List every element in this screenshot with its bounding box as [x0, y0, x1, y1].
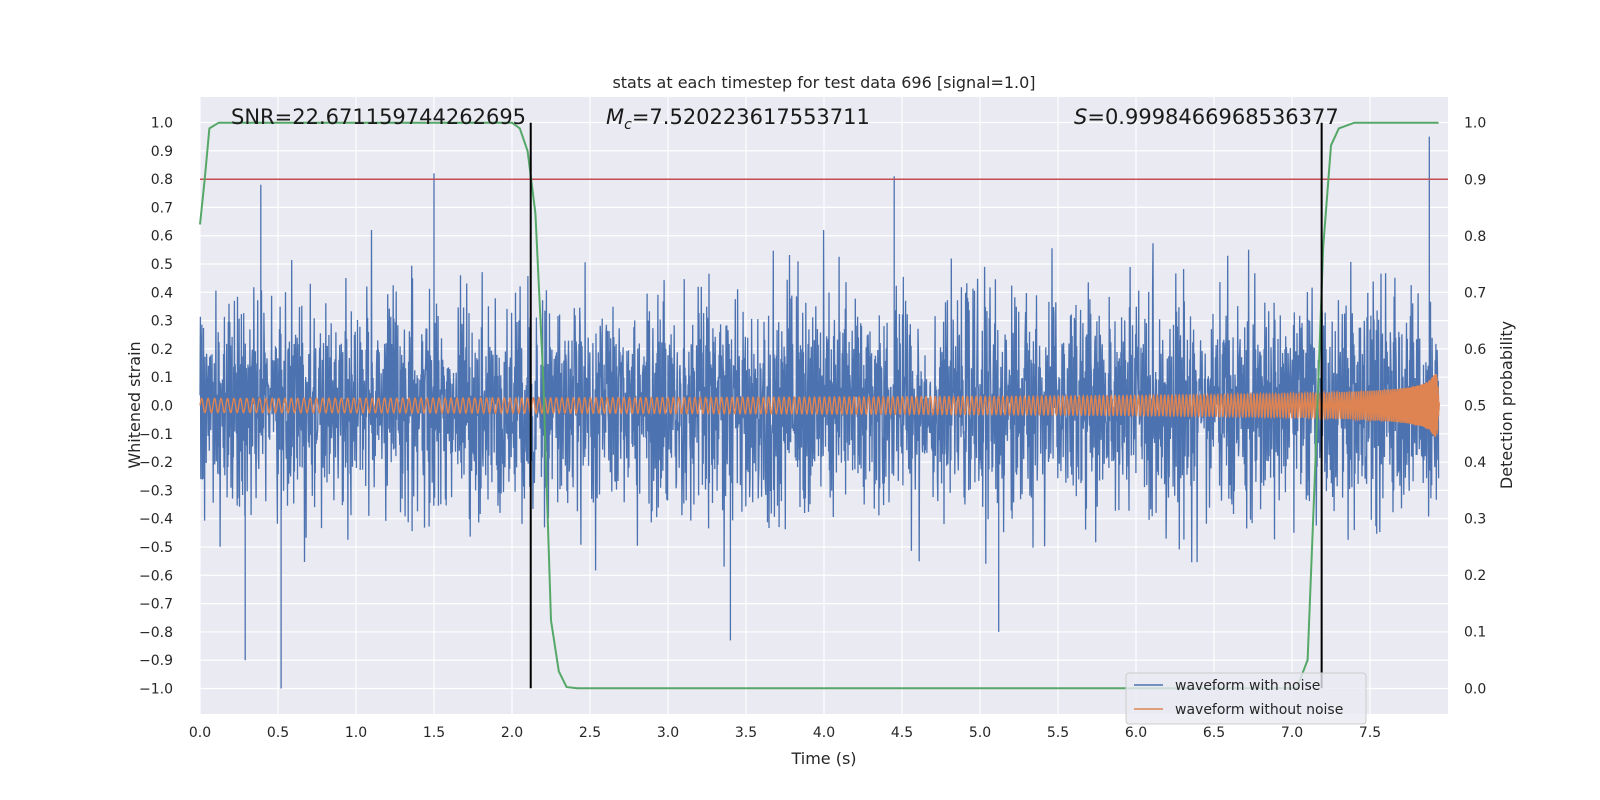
- legend-label-without-noise: waveform without noise: [1175, 702, 1343, 718]
- mc-value: =7.520223617553711: [632, 105, 870, 129]
- right-y-tick-label: 0.0: [1464, 681, 1486, 697]
- mc-subscript: c: [624, 117, 632, 133]
- chirp-mass-annotation: Mc=7.520223617553711: [606, 105, 870, 133]
- right-y-tick-labels: 1.0 0.9 0.8 0.7 0.6 0.5 0.4 0.3 0.2 0.1 0.0: [1464, 116, 1486, 698]
- left-y-tick-label: 0.7: [151, 200, 173, 216]
- s-symbol: S: [1074, 105, 1087, 129]
- left-y-tick-label: −0.1: [139, 427, 173, 443]
- right-y-tick-label: 0.8: [1464, 229, 1486, 245]
- left-y-tick-label: −0.2: [139, 455, 173, 471]
- right-y-tick-label: 0.6: [1464, 342, 1486, 358]
- left-y-axis-label: Whitened strain: [125, 341, 144, 468]
- chart-title: stats at each timestep for test data 696…: [612, 73, 1035, 92]
- left-y-tick-label: −0.7: [139, 597, 173, 613]
- left-y-tick-label: −0.6: [139, 568, 173, 584]
- legend: waveform with noise waveform without noi…: [1125, 672, 1367, 725]
- left-y-tick-label: 0.1: [151, 370, 173, 386]
- left-y-tick-label: −0.8: [139, 625, 173, 641]
- left-y-tick-label: 0.8: [151, 172, 173, 188]
- x-tick-label: 4.5: [891, 725, 913, 741]
- left-y-tick-label: −1.0: [139, 682, 173, 698]
- left-y-tick-label: 0.6: [151, 229, 173, 245]
- x-tick-label: 0.0: [189, 725, 211, 741]
- x-tick-label: 0.5: [267, 725, 289, 741]
- left-y-tick-label: 0.2: [151, 342, 173, 358]
- left-y-tick-label: −0.9: [139, 653, 173, 669]
- x-tick-label: 2.0: [501, 725, 523, 741]
- x-tick-label: 6.5: [1203, 725, 1225, 741]
- right-y-tick-label: 0.9: [1464, 172, 1486, 188]
- legend-box: [1125, 672, 1367, 725]
- x-tick-label: 1.5: [423, 725, 445, 741]
- series-waveform-with-noise: [199, 136, 1440, 689]
- x-tick-label: 6.0: [1125, 725, 1147, 741]
- left-y-tick-label: 0.9: [151, 144, 173, 160]
- legend-label-with-noise: waveform with noise: [1175, 678, 1320, 694]
- x-axis-label: Time (s): [790, 749, 856, 768]
- right-y-tick-label: 0.1: [1464, 625, 1486, 641]
- x-tick-label: 7.5: [1359, 725, 1381, 741]
- snr-annotation: SNR=22.671159744262695: [231, 105, 526, 129]
- x-tick-label: 2.5: [579, 725, 601, 741]
- right-y-tick-label: 0.5: [1464, 399, 1486, 415]
- score-annotation: S=0.9998466968536377: [1074, 105, 1339, 129]
- left-y-tick-label: 1.0: [151, 115, 173, 131]
- x-tick-label: 3.0: [657, 725, 679, 741]
- s-value: =0.9998466968536377: [1087, 105, 1338, 129]
- series-detection-probability: [199, 121, 1439, 690]
- x-tick-label: 3.5: [735, 725, 757, 741]
- left-y-tick-label: 0.0: [151, 399, 173, 415]
- right-y-tick-label: 1.0: [1464, 116, 1486, 132]
- right-y-tick-label: 0.4: [1464, 455, 1486, 471]
- left-y-tick-labels: 1.0 0.9 0.8 0.7 0.6 0.5 0.4 0.3 0.2 0.1 0.0 −0.1 −0.…: [139, 115, 173, 697]
- series-waveform-without-noise: [199, 373, 1441, 438]
- left-y-tick-label: −0.3: [139, 483, 173, 499]
- x-tick-labels: 0.0 0.5 1.0 1.5 2.0 2.5 3.0 3.5 4.0 4.5 5.0 5.5 6.0 6…: [189, 725, 1381, 741]
- left-y-tick-label: 0.5: [151, 257, 173, 273]
- x-tick-label: 5.0: [969, 725, 991, 741]
- mc-symbol: M: [606, 105, 624, 129]
- right-y-tick-label: 0.3: [1464, 512, 1486, 528]
- x-tick-label: 7.0: [1281, 725, 1303, 741]
- left-y-tick-label: 0.4: [151, 285, 173, 301]
- left-y-tick-label: −0.5: [139, 540, 173, 556]
- left-y-tick-label: −0.4: [139, 512, 173, 528]
- x-tick-label: 1.0: [345, 725, 367, 741]
- x-tick-label: 5.5: [1047, 725, 1069, 741]
- right-y-tick-label: 0.7: [1464, 285, 1486, 301]
- right-y-axis-label: Detection probability: [1497, 321, 1516, 489]
- x-tick-label: 4.0: [813, 725, 835, 741]
- left-y-tick-label: 0.3: [151, 314, 173, 330]
- right-y-tick-label: 0.2: [1464, 568, 1486, 584]
